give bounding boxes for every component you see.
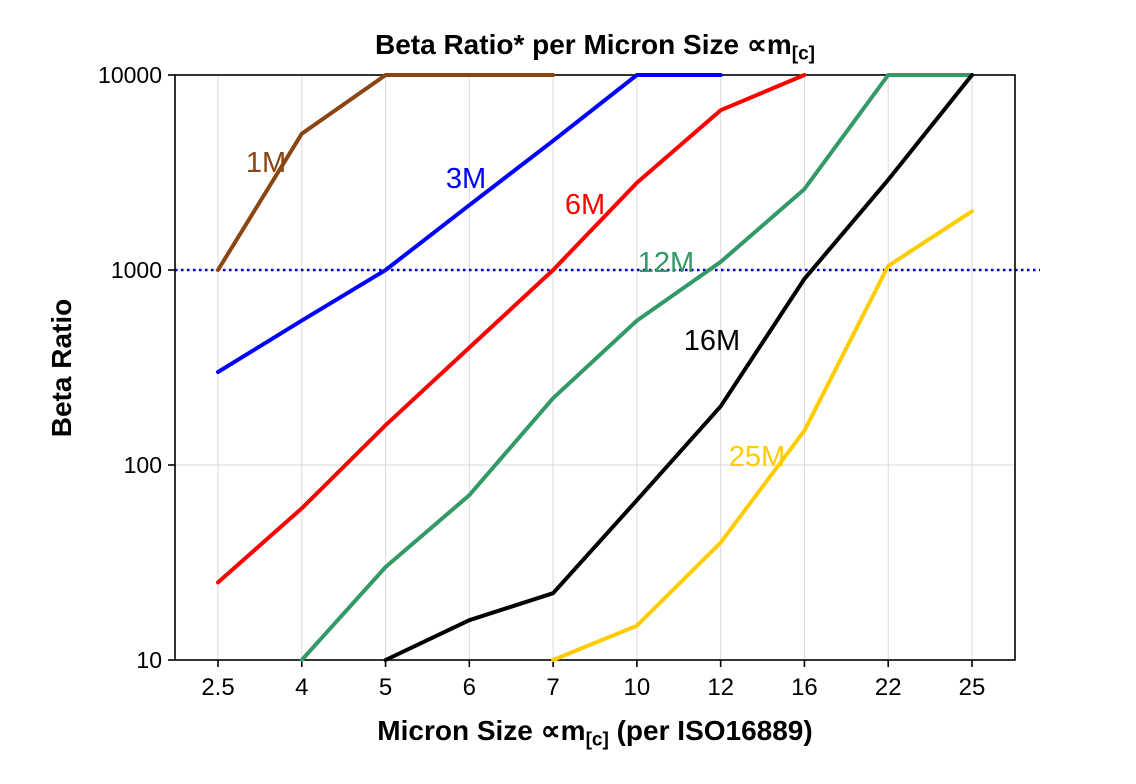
chart-title-text: Beta Ratio* per Micron Size ∝m <box>374 29 792 60</box>
series-label-1M: 1M <box>246 147 286 179</box>
x-tick-label: 16 <box>791 674 818 701</box>
x-tick-label: 6 <box>463 674 476 701</box>
x-tick-label: 22 <box>875 674 902 701</box>
plot-border <box>174 74 1016 661</box>
y-tick-label: 1000 <box>111 257 162 283</box>
series-label-16M: 16M <box>684 325 740 357</box>
chart-title-subscript: [c] <box>791 43 816 65</box>
y-tick-label: 100 <box>124 452 162 478</box>
series-line-25M <box>551 209 974 662</box>
x-tick-label: 7 <box>546 674 559 701</box>
chart-title: Beta Ratio* per Micron Size ∝m[c] <box>175 28 1015 66</box>
x-tick-label: 12 <box>707 674 734 701</box>
series-label-25M: 25M <box>729 441 785 473</box>
x-tick-label: 4 <box>295 674 308 701</box>
series-label-6M: 6M <box>565 189 605 221</box>
y-tick-label: 10000 <box>98 62 162 88</box>
series-label-12M: 12M <box>638 247 694 279</box>
x-tick-label: 5 <box>379 674 392 701</box>
x-axis-title-subscript: [c] <box>585 729 609 751</box>
series-line-6M <box>216 73 807 585</box>
x-axis-title: Micron Size ∝m[c] (per ISO16889) <box>145 714 1045 752</box>
x-tick-label: 25 <box>959 674 986 701</box>
series-label-3M: 3M <box>446 163 486 195</box>
series-line-12M <box>299 73 974 662</box>
x-axis-title-suffix: (per ISO16889) <box>608 715 813 746</box>
y-tick-label: 10 <box>136 647 162 673</box>
series-line-1M <box>216 73 556 272</box>
x-tick-label: 2.5 <box>201 674 234 701</box>
series-line-3M <box>216 73 723 374</box>
series-line-16M <box>383 73 974 662</box>
y-axis-title: Beta Ratio <box>46 298 77 438</box>
x-tick-label: 10 <box>624 674 651 701</box>
x-axis-title-text: Micron Size ∝m <box>377 715 586 746</box>
